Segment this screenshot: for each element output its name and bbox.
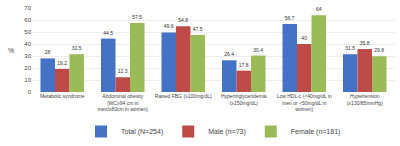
svg-text:31.5: 31.5 bbox=[72, 45, 82, 51]
svg-text:30: 30 bbox=[24, 53, 31, 59]
svg-text:40: 40 bbox=[301, 35, 307, 41]
svg-text:Low HDL-c (<40mg/dL inmen or <: Low HDL-c (<40mg/dL inmen or <50mg/dL in… bbox=[277, 93, 332, 112]
svg-text:64: 64 bbox=[316, 6, 322, 12]
svg-text:12.3: 12.3 bbox=[118, 68, 128, 74]
svg-text:49.6: 49.6 bbox=[164, 23, 174, 29]
svg-text:Hypertension(≥130/85mmHg): Hypertension(≥130/85mmHg) bbox=[347, 93, 383, 106]
svg-text:70: 70 bbox=[24, 5, 31, 11]
svg-text:Female (n=181): Female (n=181) bbox=[291, 128, 341, 136]
svg-text:19.2: 19.2 bbox=[57, 60, 67, 66]
svg-text:26.4: 26.4 bbox=[224, 51, 234, 57]
svg-text:31.5: 31.5 bbox=[345, 45, 355, 51]
svg-text:Male (n=73): Male (n=73) bbox=[208, 128, 246, 136]
svg-text:29.8: 29.8 bbox=[374, 47, 384, 53]
svg-text:Raised FBG (≥100mg/dL): Raised FBG (≥100mg/dL) bbox=[155, 93, 212, 99]
svg-text:Metabolic syndrome: Metabolic syndrome bbox=[40, 93, 85, 99]
svg-text:Total (N=254): Total (N=254) bbox=[121, 128, 163, 136]
svg-text:0: 0 bbox=[28, 89, 32, 95]
svg-text:20: 20 bbox=[24, 65, 31, 71]
svg-text:10: 10 bbox=[24, 77, 31, 83]
svg-text:40: 40 bbox=[24, 41, 31, 47]
svg-text:50: 50 bbox=[24, 29, 31, 35]
svg-text:30.4: 30.4 bbox=[253, 47, 263, 53]
svg-text:17.8: 17.8 bbox=[239, 62, 249, 68]
svg-text:%: % bbox=[8, 47, 14, 54]
svg-text:28: 28 bbox=[45, 49, 51, 55]
svg-text:Abdominal obesity(WC≥94 cm inm: Abdominal obesity(WC≥94 cm inmen/≥80cm i… bbox=[97, 93, 148, 112]
svg-text:35.8: 35.8 bbox=[360, 40, 370, 46]
svg-text:44.5: 44.5 bbox=[103, 30, 113, 36]
svg-text:57.5: 57.5 bbox=[132, 14, 142, 20]
svg-text:47.5: 47.5 bbox=[193, 26, 203, 32]
svg-text:Hypertriglyceridemia(≥150mg/dL: Hypertriglyceridemia(≥150mg/dL) bbox=[221, 93, 267, 106]
svg-text:56.7: 56.7 bbox=[285, 15, 295, 21]
svg-text:54.8: 54.8 bbox=[178, 17, 188, 23]
svg-text:60: 60 bbox=[24, 17, 31, 23]
